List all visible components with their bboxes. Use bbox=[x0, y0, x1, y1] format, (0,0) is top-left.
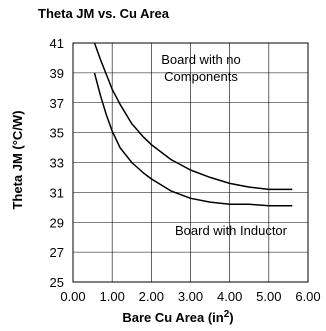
y-tick-label: 25 bbox=[50, 275, 64, 290]
chart-title: Theta JM vs. Cu Area bbox=[38, 6, 170, 21]
y-axis-label: Theta JM (°C/W) bbox=[10, 110, 25, 209]
gridlines bbox=[72, 42, 309, 283]
x-axis-label: Bare Cu Area (in2) bbox=[122, 309, 233, 325]
annotation-board-with-inductor: Board with Inductor bbox=[175, 223, 288, 238]
x-tick-label: 1.00 bbox=[100, 289, 125, 304]
series-line-board-no-components bbox=[93, 42, 293, 191]
series-line-board-with-inductor bbox=[93, 72, 293, 207]
x-tick-label: 0.00 bbox=[60, 289, 85, 304]
y-tick-label: 41 bbox=[50, 36, 64, 51]
x-axis-ticks: 0.00 1.00 2.00 3.00 4.00 5.00 6.00 bbox=[60, 289, 320, 304]
y-tick-label: 27 bbox=[50, 245, 64, 260]
x-tick-label: 5.00 bbox=[256, 289, 281, 304]
annotation-board-no-components-line2: Components bbox=[164, 69, 238, 84]
y-tick-label: 35 bbox=[50, 126, 64, 141]
plot-area bbox=[72, 42, 309, 283]
x-tick-label: 4.00 bbox=[217, 289, 242, 304]
series-group bbox=[93, 42, 293, 207]
y-tick-label: 37 bbox=[50, 96, 64, 111]
annotation-board-no-components-line1: Board with no bbox=[161, 52, 241, 67]
x-tick-label: 2.00 bbox=[139, 289, 164, 304]
y-tick-label: 29 bbox=[50, 215, 64, 230]
x-tick-label: 3.00 bbox=[178, 289, 203, 304]
plot-frame bbox=[72, 42, 309, 283]
x-tick-label: 6.00 bbox=[295, 289, 320, 304]
y-tick-label: 31 bbox=[50, 185, 64, 200]
y-axis-ticks: 25 27 29 31 33 35 37 39 41 bbox=[50, 36, 64, 290]
y-tick-label: 33 bbox=[50, 156, 64, 171]
y-tick-label: 39 bbox=[50, 66, 64, 81]
